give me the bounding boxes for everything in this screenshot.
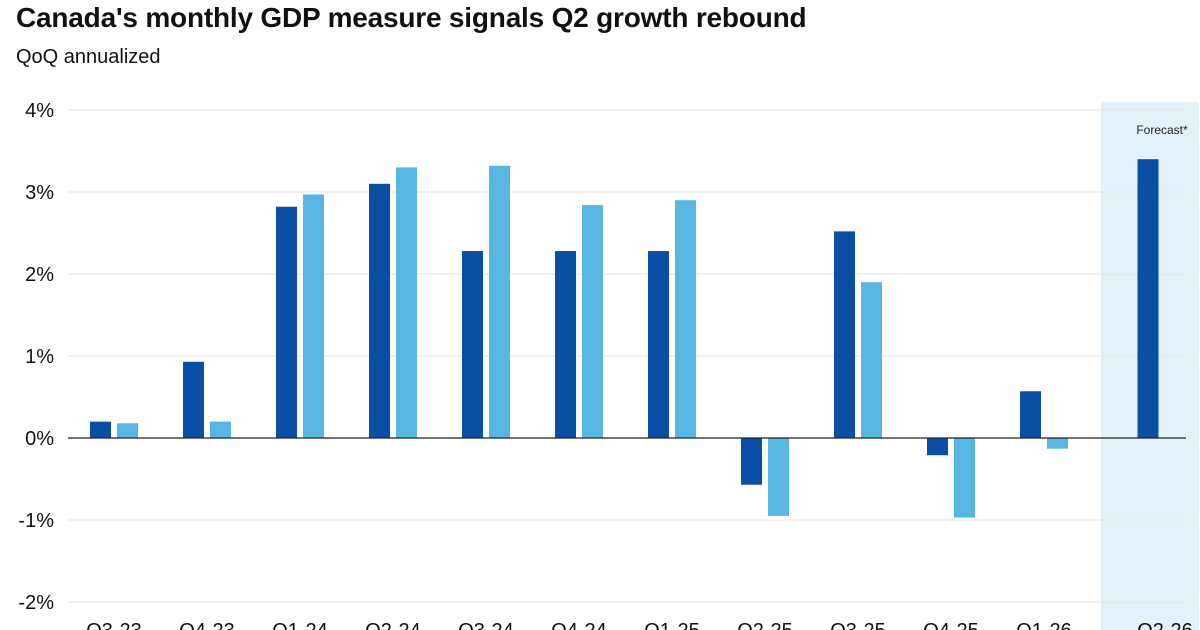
x-tick-label: Q3-25 <box>830 620 886 630</box>
bar-series-1-q1-26 <box>1020 391 1041 438</box>
x-tick-label: Q1-26 <box>1016 620 1072 630</box>
y-tick-label: 4% <box>25 100 54 122</box>
bar-series-1-q1-25 <box>648 251 669 438</box>
bar-series-1-q4-24 <box>555 251 576 438</box>
y-tick-label: 3% <box>25 182 54 204</box>
chart-title: Canada's monthly GDP measure signals Q2 … <box>16 2 807 33</box>
bar-series-2-q3-23 <box>117 423 138 438</box>
bar-series-2-q4-24 <box>582 205 603 438</box>
bar-series-1-q2-26 <box>1137 159 1159 438</box>
y-tick-label: -1% <box>18 510 54 532</box>
forecast-annotation: Forecast* <box>1136 123 1188 137</box>
bar-series-2-q1-25 <box>675 200 696 438</box>
bar-series-2-q3-25 <box>861 282 882 438</box>
x-tick-label: Q4-24 <box>551 620 607 630</box>
bar-series-2-q1-26 <box>1047 438 1068 449</box>
y-tick-label: -2% <box>18 592 54 614</box>
x-tick-label: Q3-24 <box>458 620 514 630</box>
x-tick-label: Q2-25 <box>737 620 793 630</box>
y-tick-label: 2% <box>25 264 54 286</box>
bar-series-2-q1-24 <box>303 194 324 438</box>
y-tick-label: 0% <box>25 428 54 450</box>
x-tick-label: Q1-24 <box>272 620 328 630</box>
x-tick-label: Q1-25 <box>644 620 700 630</box>
bar-series-1-q2-24 <box>369 183 390 438</box>
y-tick-label: 1% <box>25 346 54 368</box>
bar-series-2-q4-25 <box>954 438 975 518</box>
bar-series-1-q2-25 <box>741 438 762 485</box>
bar-series-2-q2-25 <box>768 438 789 516</box>
bar-series-1-q1-24 <box>276 206 297 438</box>
bar-series-1-q4-25 <box>927 438 948 456</box>
bar-series-1-q4-23 <box>183 361 204 438</box>
bar-series-1-q3-25 <box>834 231 855 438</box>
bar-series-1-q3-24 <box>462 251 483 438</box>
x-tick-label: Q2-26 <box>1137 620 1193 630</box>
x-tick-label: Q4-25 <box>923 620 979 630</box>
x-tick-label: Q3-23 <box>86 620 142 630</box>
chart-subtitle: QoQ annualized <box>16 46 161 68</box>
x-tick-label: Q2-24 <box>365 620 421 630</box>
bar-series-2-q2-24 <box>396 167 417 438</box>
bar-series-1-q3-23 <box>90 421 111 438</box>
bar-series-2-q4-23 <box>210 421 231 438</box>
bar-series-2-q3-24 <box>489 165 510 438</box>
x-tick-label: Q4-23 <box>179 620 235 630</box>
